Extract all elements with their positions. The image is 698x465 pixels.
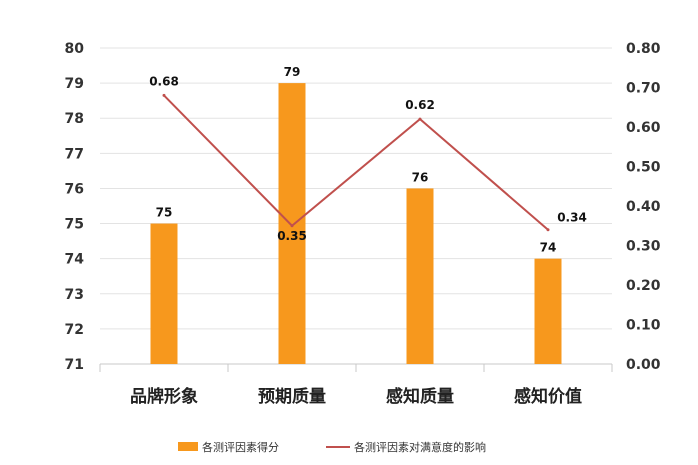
gridlines <box>100 47 612 365</box>
bar-data-labels: 75 79 76 74 <box>156 65 557 255</box>
right-tick-label: 0.20 <box>626 278 661 294</box>
legend-label-line: 各测评因素对满意度的影响 <box>354 440 486 454</box>
line-point <box>546 228 550 232</box>
category-label: 预期质量 <box>258 386 326 407</box>
right-axis-ticks: 0.00 0.10 0.20 0.30 0.40 0.50 0.60 0.70 0.80 <box>626 41 661 373</box>
right-tick-label: 0.60 <box>626 120 661 136</box>
line-data-labels: 0.68 0.35 0.62 0.34 <box>149 74 587 242</box>
bar <box>278 83 306 364</box>
line-value-label: 0.62 <box>405 98 435 112</box>
category-labels: 品牌形象 预期质量 感知质量 感知价值 <box>99 364 613 407</box>
line-value-label: 0.34 <box>557 211 587 225</box>
bar-series <box>150 83 562 364</box>
left-tick-label: 71 <box>65 357 84 373</box>
line-point <box>290 224 294 228</box>
left-tick-label: 73 <box>65 287 84 303</box>
left-tick-label: 80 <box>65 41 85 57</box>
right-tick-label: 0.40 <box>626 199 661 215</box>
bar <box>150 223 178 364</box>
right-tick-label: 0.10 <box>626 318 661 334</box>
bar <box>406 188 434 364</box>
left-tick-label: 79 <box>65 76 84 92</box>
category-label: 感知价值 <box>514 386 582 407</box>
category-label: 感知质量 <box>386 386 454 407</box>
right-tick-label: 0.50 <box>626 160 661 176</box>
left-tick-label: 78 <box>65 111 84 127</box>
bar-value-label: 75 <box>156 206 173 220</box>
right-tick-label: 0.80 <box>626 41 661 57</box>
left-tick-label: 74 <box>65 252 85 268</box>
line-point <box>418 117 422 121</box>
right-tick-label: 0.70 <box>626 81 661 97</box>
right-tick-label: 0.00 <box>626 357 661 373</box>
bar-value-label: 79 <box>284 65 301 79</box>
legend-swatch-bar <box>178 442 198 451</box>
left-tick-label: 72 <box>65 322 84 338</box>
line-series <box>162 93 550 232</box>
category-label: 品牌形象 <box>130 386 198 407</box>
legend-label-bar: 各测评因素得分 <box>202 440 279 454</box>
line-point <box>162 93 166 97</box>
bar-value-label: 74 <box>540 241 557 255</box>
left-tick-label: 76 <box>65 181 84 197</box>
line-value-label: 0.68 <box>149 74 179 88</box>
bar <box>534 258 562 364</box>
left-tick-label: 75 <box>65 217 84 233</box>
bar-value-label: 76 <box>412 170 429 184</box>
line-path <box>163 94 549 231</box>
line-value-label: 0.35 <box>277 229 307 243</box>
left-axis-ticks: 71 72 73 74 75 76 77 78 79 80 <box>65 41 85 373</box>
legend: 各测评因素得分 各测评因素对满意度的影响 <box>178 440 486 454</box>
right-tick-label: 0.30 <box>626 239 661 255</box>
left-tick-label: 77 <box>65 146 84 162</box>
